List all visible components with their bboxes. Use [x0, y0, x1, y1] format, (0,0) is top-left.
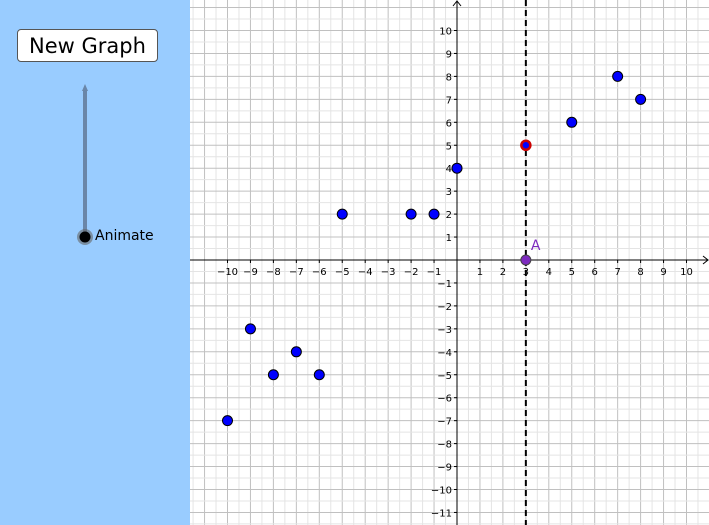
new-graph-button[interactable]: New Graph	[17, 29, 158, 62]
control-panel: New Graph Animate	[0, 0, 190, 525]
data-point[interactable]	[428, 208, 440, 220]
x-tick-label: −9	[243, 267, 258, 278]
data-point[interactable]	[336, 208, 348, 220]
y-tick-label: 5	[446, 141, 452, 152]
x-tick-label: 10	[680, 267, 693, 278]
y-tick-label: −9	[437, 463, 452, 474]
y-tick-label: 1	[446, 233, 452, 244]
y-tick-label: 2	[446, 210, 452, 221]
x-tick-label: −4	[358, 267, 373, 278]
x-tick-label: −6	[312, 267, 327, 278]
x-tick-label: 4	[546, 267, 552, 278]
x-axis-arrow-icon	[702, 255, 709, 265]
x-tick-label: 8	[637, 267, 643, 278]
y-tick-label: −6	[437, 394, 452, 405]
y-tick-label: −8	[437, 440, 452, 451]
slider-handle-dot[interactable]	[79, 231, 91, 243]
x-tick-label: 2	[500, 267, 506, 278]
coordinate-plane[interactable]: −10−9−8−7−6−5−4−3−2−112345678910−11−10−9…	[190, 0, 709, 525]
point-a[interactable]	[520, 254, 532, 266]
x-tick-label: −10	[217, 267, 238, 278]
x-tick-label: 1	[477, 267, 483, 278]
y-tick-label: −10	[431, 486, 452, 497]
y-tick-label: −5	[437, 371, 452, 382]
data-point[interactable]	[566, 116, 578, 128]
data-point[interactable]	[290, 346, 302, 358]
x-tick-label: −7	[289, 267, 304, 278]
animate-slider[interactable]	[0, 0, 190, 260]
y-tick-label: −7	[437, 417, 452, 428]
y-tick-label: 7	[446, 95, 452, 106]
y-tick-label: −1	[437, 279, 452, 290]
slider-arrow-icon	[82, 84, 88, 91]
y-tick-label: 4	[446, 164, 452, 175]
data-point[interactable]	[244, 323, 256, 335]
x-tick-label: 5	[569, 267, 575, 278]
y-axis-arrow-icon	[452, 0, 462, 7]
data-point[interactable]	[612, 70, 624, 82]
y-tick-label: 10	[439, 27, 452, 38]
x-tick-label: −1	[427, 267, 442, 278]
point-a-label: A	[531, 238, 541, 254]
y-tick-label: −4	[437, 348, 452, 359]
y-tick-label: 9	[446, 49, 452, 60]
data-point[interactable]	[313, 369, 325, 381]
data-point[interactable]	[405, 208, 417, 220]
x-tick-label: −2	[404, 267, 419, 278]
x-tick-label: −3	[381, 267, 396, 278]
x-tick-label: 6	[592, 267, 598, 278]
y-tick-label: −11	[431, 508, 452, 519]
slider-label: Animate	[95, 228, 154, 244]
highlighted-point[interactable]	[520, 139, 532, 151]
x-tick-label: 9	[660, 267, 666, 278]
x-tick-label: −8	[266, 267, 281, 278]
x-tick-label: −5	[335, 267, 350, 278]
data-point[interactable]	[267, 369, 279, 381]
y-tick-label: 6	[446, 118, 452, 129]
y-tick-label: 8	[446, 72, 452, 83]
graphics-view[interactable]: −10−9−8−7−6−5−4−3−2−112345678910−11−10−9…	[190, 0, 709, 525]
y-tick-label: −2	[437, 302, 452, 313]
x-tick-label: 7	[614, 267, 620, 278]
data-point[interactable]	[635, 93, 647, 105]
grid	[190, 0, 709, 525]
y-tick-label: −3	[437, 325, 452, 336]
data-point[interactable]	[451, 162, 463, 174]
data-point[interactable]	[222, 415, 233, 427]
y-tick-label: 3	[446, 187, 452, 198]
